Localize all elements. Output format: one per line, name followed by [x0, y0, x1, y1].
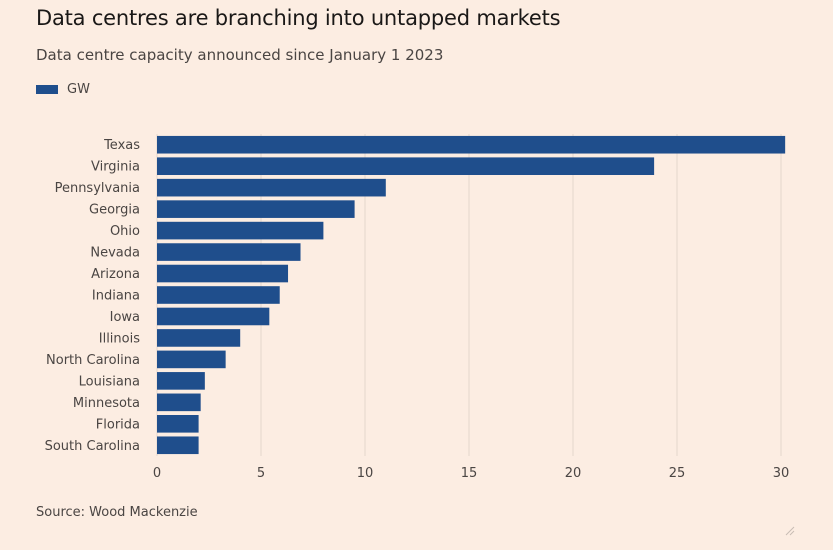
category-label: Georgia	[89, 203, 140, 218]
bar	[157, 200, 355, 218]
bar	[157, 393, 201, 412]
category-label: Texas	[103, 138, 140, 153]
chart-title: Data centres are branching into untapped…	[36, 6, 561, 30]
bar	[157, 372, 205, 390]
category-label: Indiana	[92, 289, 140, 304]
bar	[157, 221, 324, 240]
category-label: Arizona	[91, 267, 140, 282]
category-label: Minnesota	[73, 396, 140, 411]
x-tick-label: 5	[257, 466, 265, 481]
x-tick-label: 0	[153, 466, 161, 481]
bar	[157, 135, 786, 154]
category-label: Florida	[96, 417, 140, 432]
bar	[157, 243, 301, 261]
category-label: Louisiana	[79, 374, 140, 389]
category-label: Illinois	[99, 331, 140, 346]
legend-swatch	[36, 85, 58, 94]
category-label: Iowa	[110, 310, 140, 325]
bar	[157, 264, 289, 283]
category-label: Virginia	[91, 160, 140, 175]
bar	[157, 436, 199, 455]
legend-label: GW	[67, 82, 90, 97]
bar	[157, 157, 655, 176]
bar	[157, 178, 386, 197]
bar	[157, 414, 199, 433]
category-label: South Carolina	[45, 439, 140, 454]
bar	[157, 307, 270, 326]
x-tick-label: 15	[461, 466, 478, 481]
resize-corner-icon	[785, 526, 795, 536]
x-tick-label: 10	[357, 466, 374, 481]
category-label: Nevada	[90, 246, 140, 261]
bar	[157, 286, 280, 304]
bar	[157, 350, 226, 369]
x-tick-label: 20	[565, 466, 582, 481]
x-tick-label: 30	[773, 466, 790, 481]
chart-legend: GW	[36, 82, 90, 97]
source-note: Source: Wood Mackenzie	[36, 505, 198, 520]
category-label: Ohio	[110, 224, 140, 239]
bar	[157, 329, 241, 347]
category-label: Pennsylvania	[55, 181, 140, 196]
chart-subtitle: Data centre capacity announced since Jan…	[36, 46, 444, 64]
category-label: North Carolina	[46, 353, 140, 368]
x-tick-label: 25	[669, 466, 686, 481]
